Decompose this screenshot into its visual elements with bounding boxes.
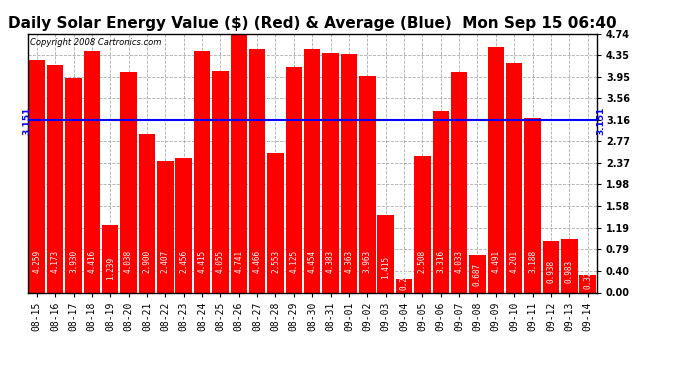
Text: 4.055: 4.055 [216,250,225,273]
Text: 4.201: 4.201 [510,250,519,273]
Text: 2.508: 2.508 [418,250,427,273]
Bar [230,34,247,292]
Bar [139,134,155,292]
Bar [414,156,431,292]
Text: 3.963: 3.963 [363,250,372,273]
Text: 4.491: 4.491 [491,250,500,273]
Bar [120,72,137,292]
Bar [396,279,413,292]
Bar [341,54,357,292]
Text: 0.983: 0.983 [565,260,574,283]
Text: 4.466: 4.466 [253,250,262,273]
Bar [286,68,302,292]
Text: 4.125: 4.125 [289,250,298,273]
Bar [322,53,339,292]
Bar [524,118,541,292]
Bar [249,49,266,292]
Bar [561,239,578,292]
Text: 4.173: 4.173 [50,250,59,273]
Text: 4.038: 4.038 [124,250,133,273]
Text: 0.938: 0.938 [546,260,555,283]
Text: 2.553: 2.553 [271,250,280,273]
Text: 1.415: 1.415 [381,255,390,279]
Text: 0.248: 0.248 [400,267,408,290]
Bar [433,111,449,292]
Bar [506,63,522,292]
Bar [157,161,174,292]
Bar [542,241,559,292]
Bar [359,76,375,292]
Bar [175,158,192,292]
Text: 1.239: 1.239 [106,257,115,280]
Text: 2.407: 2.407 [161,250,170,273]
Text: 4.363: 4.363 [344,250,353,273]
Text: 3.151: 3.151 [597,106,606,135]
Text: 4.416: 4.416 [88,250,97,273]
Bar [580,275,596,292]
Text: 4.259: 4.259 [32,250,41,273]
Text: 2.900: 2.900 [142,250,152,273]
Text: 3.188: 3.188 [528,250,537,273]
Bar [47,65,63,292]
Text: Copyright 2008 Cartronics.com: Copyright 2008 Cartronics.com [30,38,162,46]
Text: 3.316: 3.316 [436,250,445,273]
Text: 0.323: 0.323 [583,266,592,290]
Text: 2.456: 2.456 [179,250,188,273]
Bar [469,255,486,292]
Text: 3.151: 3.151 [22,106,31,135]
Bar [267,153,284,292]
Bar [212,71,228,292]
Text: 0.687: 0.687 [473,262,482,286]
Bar [83,51,100,292]
Text: 4.454: 4.454 [308,250,317,273]
Text: 3.930: 3.930 [69,250,78,273]
Text: 4.033: 4.033 [455,250,464,273]
Bar [488,47,504,292]
Bar [451,72,467,292]
Bar [304,50,320,292]
Text: 4.741: 4.741 [235,250,244,273]
Title: Daily Solar Energy Value ($) (Red) & Average (Blue)  Mon Sep 15 06:40: Daily Solar Energy Value ($) (Red) & Ave… [8,16,617,31]
Bar [377,215,394,292]
Bar [194,51,210,292]
Bar [102,225,119,292]
Text: 4.415: 4.415 [197,250,206,273]
Bar [66,78,82,292]
Bar [28,60,45,292]
Text: 4.383: 4.383 [326,250,335,273]
